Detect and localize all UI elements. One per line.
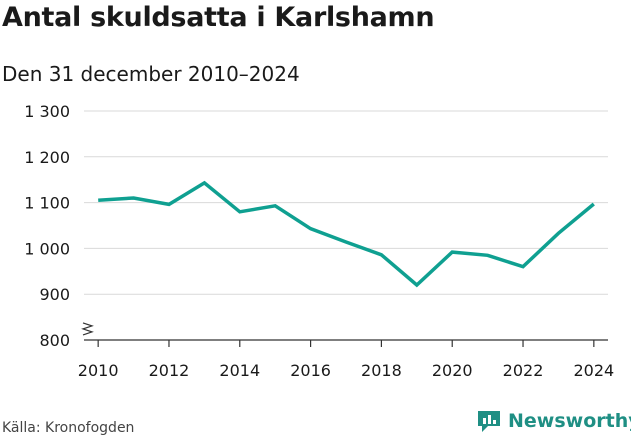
chart-title: Antal skuldsatta i Karlshamn bbox=[2, 2, 435, 33]
x-tick-label: 2020 bbox=[432, 361, 473, 380]
y-tick-label: 1 300 bbox=[24, 102, 70, 121]
x-tick-label: 2022 bbox=[503, 361, 544, 380]
series-line bbox=[98, 180, 595, 288]
x-tick-label: 2016 bbox=[290, 361, 331, 380]
y-tick-label: 900 bbox=[39, 285, 70, 304]
y-tick-label: 1 100 bbox=[24, 194, 70, 213]
brand-name: Newsworthy bbox=[508, 410, 631, 432]
x-tick-label: 2010 bbox=[78, 361, 119, 380]
chart-subtitle: Den 31 december 2010–2024 bbox=[2, 62, 300, 86]
x-tick-label: 2018 bbox=[361, 361, 402, 380]
line-chart: 800 900 1 000 1 100 1 200 1 300 2010 2012 2014 20… bbox=[24, 102, 614, 380]
x-tick-label: 2014 bbox=[219, 361, 260, 380]
source-note: Källa: Kronofogden bbox=[2, 420, 135, 436]
y-tick-label: 800 bbox=[39, 331, 70, 350]
x-tick-label: 2024 bbox=[573, 361, 614, 380]
axis-break-mark bbox=[81, 322, 94, 336]
x-tick-label: 2012 bbox=[149, 361, 190, 380]
y-tick-label: 1 200 bbox=[24, 148, 70, 167]
brand-logo: Newsworthy bbox=[476, 408, 631, 434]
newsworthy-logo-icon bbox=[478, 411, 500, 432]
y-tick-label: 1 000 bbox=[24, 239, 70, 258]
